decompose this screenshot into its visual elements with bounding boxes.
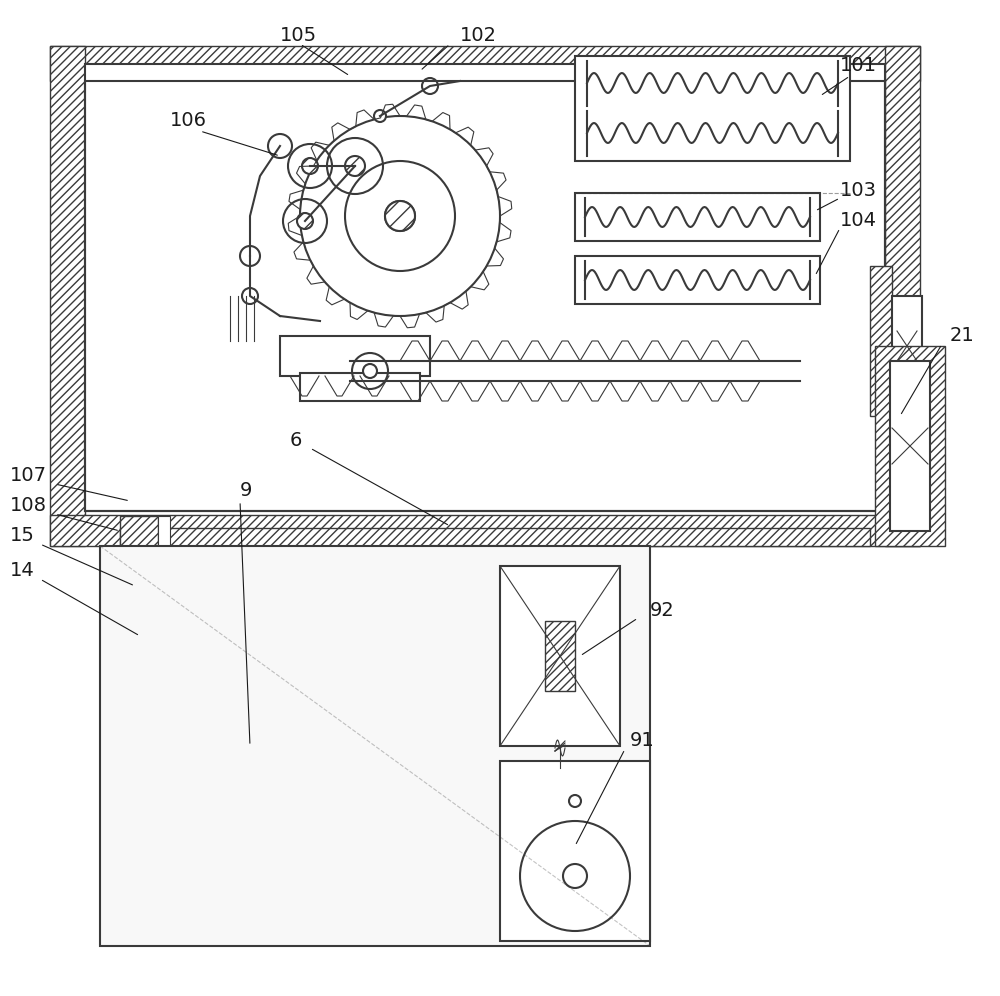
Bar bbox=[885, 46, 920, 546]
Bar bbox=[575, 256, 820, 304]
Circle shape bbox=[374, 110, 386, 122]
Circle shape bbox=[345, 156, 365, 176]
Circle shape bbox=[569, 795, 581, 807]
Text: 102: 102 bbox=[460, 26, 497, 45]
Bar bbox=[300, 373, 420, 401]
Circle shape bbox=[297, 213, 313, 229]
Text: 106: 106 bbox=[170, 111, 207, 130]
Bar bbox=[50, 46, 85, 546]
Text: 105: 105 bbox=[280, 26, 317, 45]
Bar bbox=[140, 626, 155, 646]
Bar bbox=[158, 516, 170, 646]
Text: 14: 14 bbox=[10, 561, 35, 580]
Circle shape bbox=[302, 158, 318, 174]
Text: 104: 104 bbox=[840, 211, 877, 230]
Circle shape bbox=[385, 201, 415, 231]
Bar bbox=[875, 346, 945, 546]
Bar bbox=[135, 583, 157, 611]
Bar bbox=[892, 296, 922, 396]
Bar bbox=[120, 516, 158, 646]
Bar bbox=[100, 546, 650, 946]
Text: 21: 21 bbox=[950, 326, 975, 345]
Bar bbox=[500, 566, 620, 746]
Text: 108: 108 bbox=[10, 496, 47, 515]
Text: 15: 15 bbox=[10, 526, 35, 545]
Bar bbox=[890, 361, 930, 531]
Text: 9: 9 bbox=[240, 481, 252, 500]
Bar bbox=[85, 64, 885, 511]
Text: 6: 6 bbox=[290, 431, 302, 450]
Circle shape bbox=[363, 364, 377, 378]
Text: 92: 92 bbox=[650, 601, 675, 620]
Bar bbox=[280, 336, 430, 376]
Text: 101: 101 bbox=[840, 56, 877, 75]
Bar bbox=[120, 528, 870, 546]
Bar bbox=[430, 546, 515, 776]
Text: 107: 107 bbox=[10, 466, 47, 485]
Text: 91: 91 bbox=[630, 731, 655, 750]
Bar bbox=[545, 621, 575, 691]
Bar bbox=[575, 56, 850, 161]
Circle shape bbox=[563, 864, 587, 888]
Bar bbox=[50, 46, 920, 81]
Bar bbox=[50, 515, 920, 546]
Bar bbox=[870, 266, 892, 416]
Bar bbox=[575, 193, 820, 241]
Text: 103: 103 bbox=[840, 181, 877, 200]
Bar bbox=[500, 761, 650, 941]
Bar bbox=[85, 81, 885, 511]
